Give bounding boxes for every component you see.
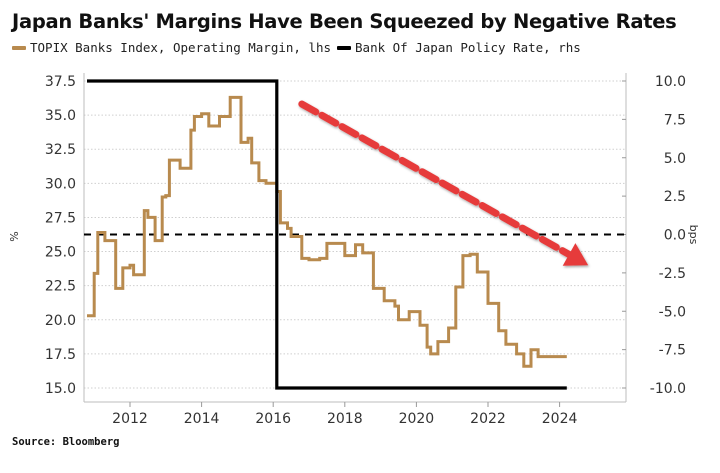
y-left-tick-label: 20.0	[45, 313, 76, 329]
series-line-policy-rate	[87, 79, 567, 390]
y-left-tick-label: 15.0	[45, 381, 76, 397]
legend-label-margin: TOPIX Banks Index, Operating Margin, lhs	[30, 40, 332, 55]
x-tick-label: 2016	[255, 411, 291, 427]
y-left-tick-label: 22.5	[45, 279, 76, 295]
series-group	[87, 79, 567, 390]
y-axis-left-label: %	[8, 231, 21, 241]
y-right-tick-label: 10.0	[655, 74, 686, 90]
y-left-tick-label: 25.0	[45, 245, 76, 261]
y-left-tick-label: 37.5	[45, 74, 76, 90]
y-right-tick-label: 5.0	[664, 151, 686, 167]
y-axis-right-label: bps	[687, 225, 700, 245]
x-axis: 2012 2014 2016 2018 2020 2022 2024	[112, 402, 578, 427]
y-left-tick-label: 32.5	[45, 142, 76, 158]
x-tick-label: 2024	[542, 411, 578, 427]
y-left-tick-label: 35.0	[45, 108, 76, 124]
y-axis-right: 10.0 7.5 5.0 2.5 0.0 -2.5 -5.0 -7.5 -10.0	[622, 74, 686, 397]
x-tick-label: 2012	[112, 411, 148, 427]
legend-swatch-policy-rate	[337, 45, 352, 50]
trend-arrow-head	[562, 243, 589, 266]
legend-swatch-margin	[12, 45, 26, 50]
legend-label-policy-rate: Bank Of Japan Policy Rate, rhs	[355, 40, 581, 55]
chart-title: Japan Banks' Margins Have Been Squeezed …	[12, 10, 677, 33]
source-note: Source: Bloomberg	[12, 436, 120, 448]
trend-arrow	[298, 100, 589, 266]
y-right-tick-label: 7.5	[664, 112, 686, 128]
trend-arrow-shaft	[298, 100, 573, 258]
y-left-tick-label: 27.5	[45, 210, 76, 226]
y-left-tick-label: 30.0	[45, 176, 76, 192]
plot-frame	[83, 73, 627, 403]
trend-arrow-shape	[298, 100, 589, 266]
legend: TOPIX Banks Index, Operating Margin, lhs…	[12, 40, 587, 55]
series-line-operating-margin	[87, 95, 567, 368]
y-axis-left: 37.5 35.0 32.5 30.0 27.5 25.0 22.5 20.0 17.5 15.0	[45, 74, 76, 397]
y-right-tick-label: 2.5	[664, 189, 686, 205]
x-tick-label: 2022	[470, 411, 506, 427]
y-left-tick-label: 17.5	[45, 347, 76, 363]
x-tick-label: 2018	[327, 411, 363, 427]
legend-item-policy-rate: Bank Of Japan Policy Rate, rhs	[337, 40, 581, 55]
x-tick-label: 2014	[184, 411, 220, 427]
y-right-tick-label: -2.5	[659, 266, 686, 282]
y-right-tick-label: 0.0	[664, 228, 686, 244]
legend-item-margin: TOPIX Banks Index, Operating Margin, lhs	[12, 40, 331, 55]
y-right-tick-label: -5.0	[659, 304, 686, 320]
y-right-tick-label: -7.5	[659, 343, 686, 359]
x-tick-label: 2020	[399, 411, 435, 427]
y-right-tick-label: -10.0	[650, 381, 686, 397]
